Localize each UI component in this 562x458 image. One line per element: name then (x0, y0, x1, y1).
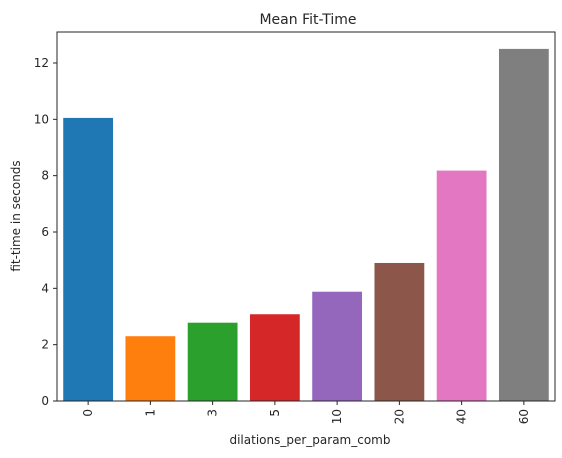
y-tick-label: 2 (41, 338, 49, 352)
y-tick-label: 6 (41, 225, 49, 239)
y-axis-label: fit-time in seconds (9, 160, 23, 271)
x-axis-label: dilations_per_param_comb (229, 433, 390, 447)
y-tick-label: 10 (34, 112, 49, 126)
x-tick-label: 40 (455, 409, 469, 424)
y-tick-label: 8 (41, 169, 49, 183)
bar-1 (125, 336, 176, 401)
y-axis-ticks: 0 2 4 6 8 10 12 (34, 56, 57, 408)
x-tick-label: 5 (268, 409, 282, 417)
y-tick-label: 4 (41, 281, 49, 295)
bar-60 (498, 48, 549, 402)
y-tick-label: 12 (34, 56, 49, 70)
y-tick-label: 0 (41, 394, 49, 408)
x-tick-label: 3 (206, 409, 220, 417)
bars-group (63, 48, 549, 402)
chart-title: Mean Fit-Time (259, 12, 356, 28)
x-tick-label: 1 (143, 409, 157, 417)
bar-20 (374, 262, 425, 401)
x-axis-ticks: 0 1 3 5 10 20 40 60 (81, 401, 531, 424)
bar-5 (249, 314, 300, 401)
x-tick-label: 20 (392, 409, 406, 424)
bar-0 (63, 117, 114, 401)
x-tick-label: 60 (517, 409, 531, 424)
bar-10 (312, 291, 363, 401)
x-tick-label: 0 (81, 409, 95, 417)
plot-frame (56, 31, 556, 402)
x-tick-label: 10 (330, 409, 344, 424)
bar-3 (187, 322, 238, 401)
bar-40 (436, 170, 487, 401)
